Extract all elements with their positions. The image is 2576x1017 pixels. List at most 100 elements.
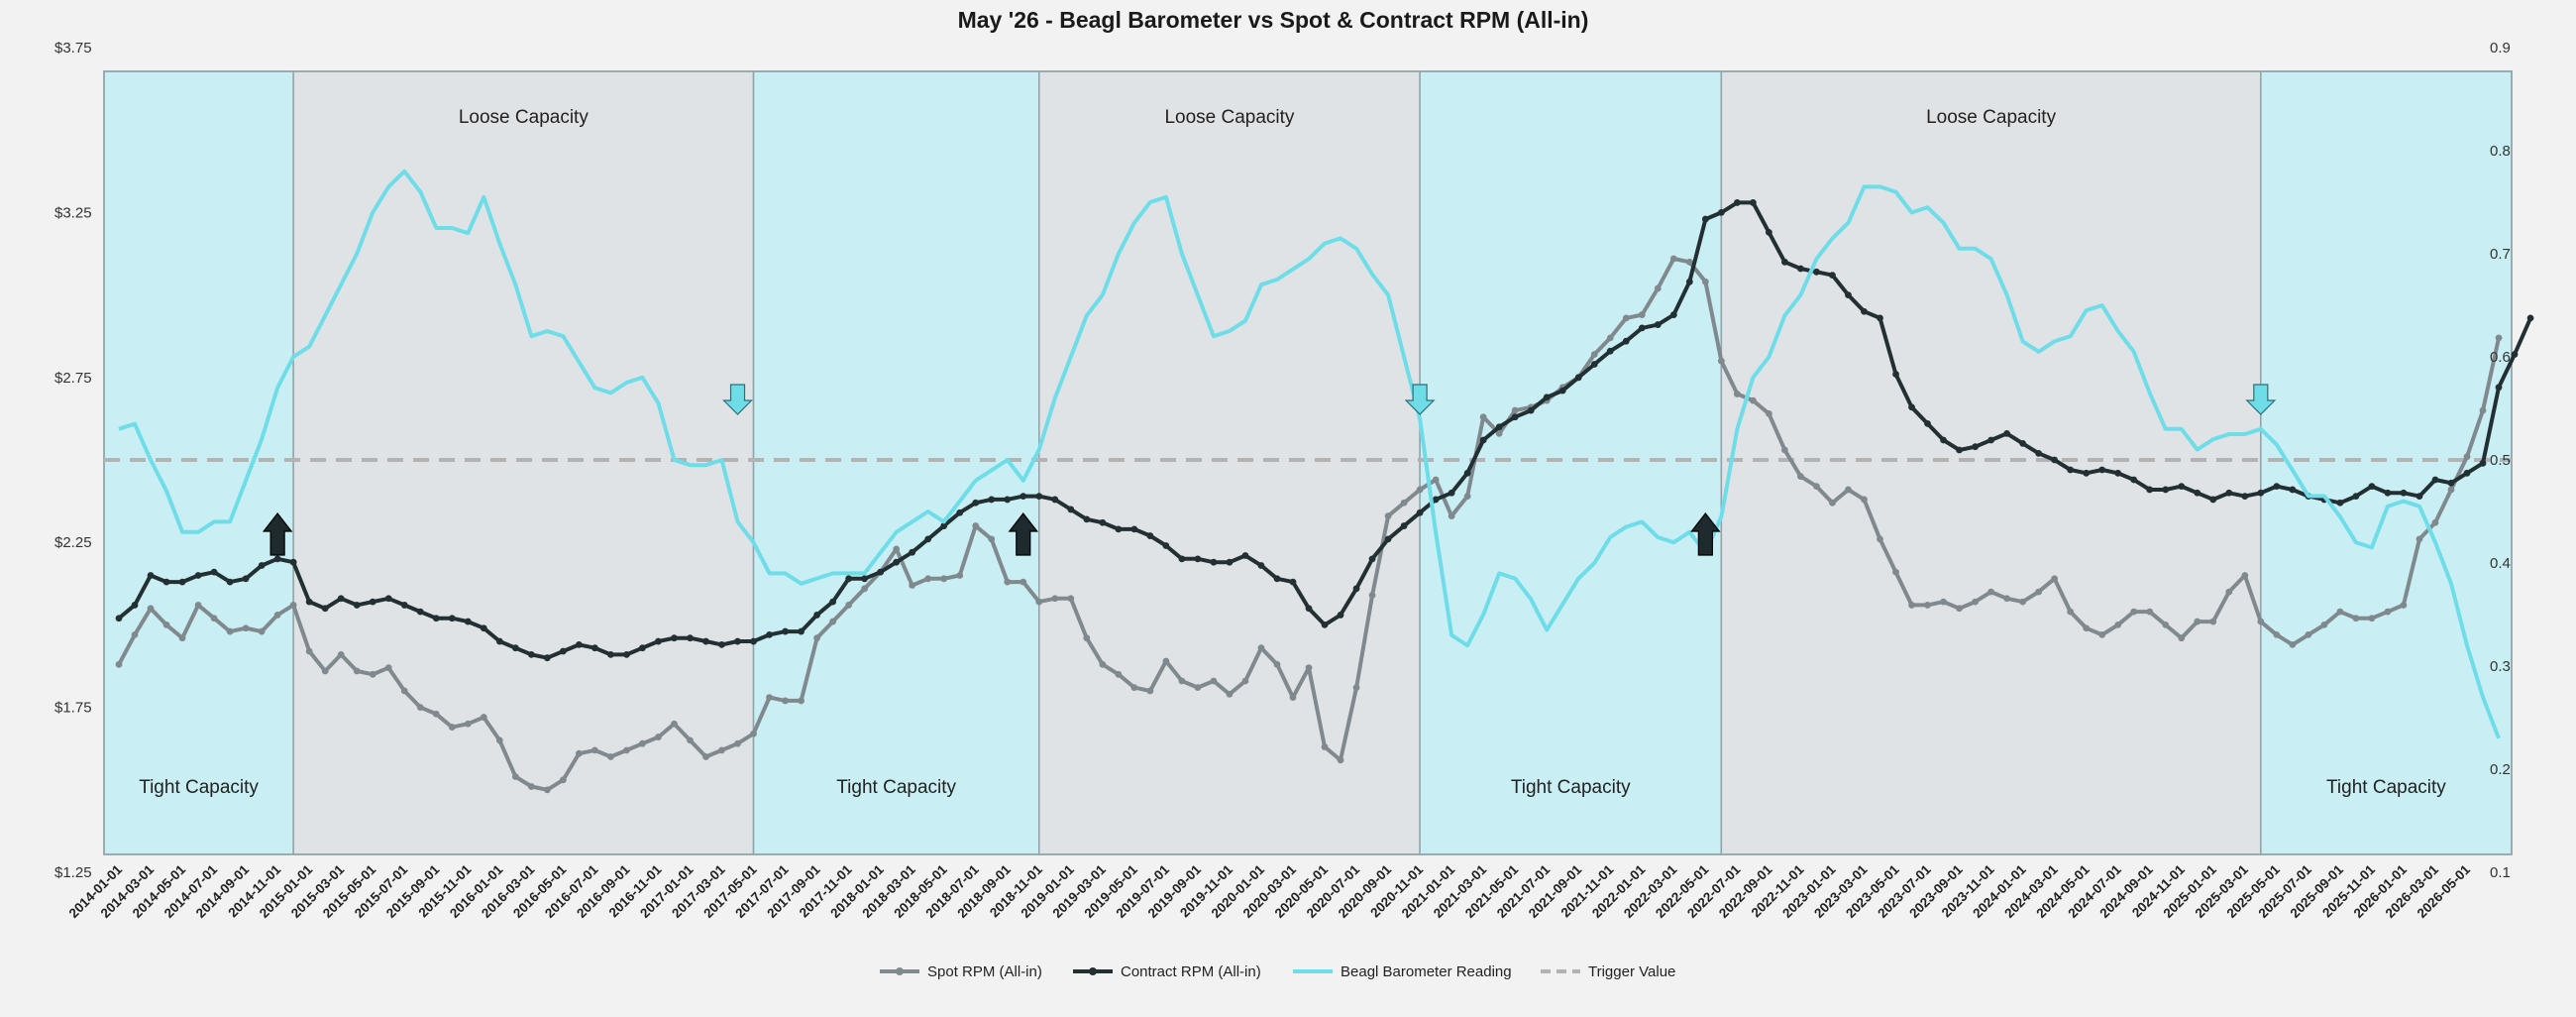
contract-rpm-all-in-point [845,575,853,583]
contract-rpm-all-in-point [448,615,456,622]
spot-rpm-all-in-point [1797,473,1804,481]
spot-rpm-all-in-point [1321,743,1329,750]
contract-rpm-all-in-point [940,522,948,529]
contract-rpm-all-in-point [1162,542,1170,549]
contract-rpm-all-in-point [2400,489,2408,497]
contract-rpm-all-in-point [2003,429,2011,437]
spot-rpm-all-in-point [2035,588,2043,596]
signal-arrow-up-3 [1008,512,1038,556]
spot-rpm-all-in-point [1987,588,1994,596]
contract-rpm-all-in-point [2162,486,2170,494]
spot-rpm-all-in-point [1257,644,1265,652]
contract-rpm-all-in-point [559,647,567,655]
spot-rpm-all-in-point [1463,493,1471,501]
contract-rpm-all-in-point [1987,436,1994,444]
contract-rpm-all-in-point [1337,612,1344,619]
spot-rpm-all-in-point [2447,486,2455,494]
contract-rpm-all-in-point [2035,449,2043,457]
contract-rpm-all-in-point [813,612,820,619]
contract-rpm-all-in-point [750,637,757,645]
region-6-loose [1720,70,2262,855]
spot-rpm-all-in-point [511,773,519,780]
spot-rpm-all-in-point [305,647,313,655]
contract-rpm-all-in-point [321,605,329,613]
spot-rpm-all-in-point [2479,406,2487,414]
spot-rpm-all-in-point [750,730,757,737]
spot-rpm-all-in-point [2320,622,2328,628]
contract-rpm-all-in-point [2384,489,2392,497]
spot-rpm-all-in-point [2083,624,2091,632]
y-left-tick-label: $2.25 [54,534,92,551]
spot-rpm-all-in-point [1083,634,1091,642]
contract-rpm-all-in-point [1669,311,1677,318]
spot-rpm-all-in-point [1638,311,1646,318]
contract-rpm-all-in-point [1289,578,1297,586]
spot-rpm-all-in-point [1733,391,1741,397]
contract-rpm-all-in-point [1146,532,1154,539]
contract-rpm-all-in-point [1257,562,1265,569]
signal-arrow-down-4 [1404,384,1436,415]
spot-rpm-all-in-point [1829,499,1836,507]
spot-rpm-all-in-point [416,704,424,711]
contract-rpm-all-in-point [1574,374,1582,382]
contract-rpm-all-in-point [1004,496,1012,504]
spot-rpm-all-in-point [940,575,948,583]
contract-rpm-all-in-point [2273,483,2281,491]
contract-rpm-all-in-point [1590,361,1598,368]
spot-rpm-all-in-point [2146,608,2154,616]
spot-rpm-all-in-point [273,612,281,619]
contract-rpm-all-in-point [956,508,964,516]
spot-rpm-all-in-point [1781,446,1788,454]
region-2-label: Loose Capacity [459,107,589,128]
contract-rpm-all-in-point [1226,558,1234,566]
contract-rpm-all-in-point [2336,499,2344,507]
contract-rpm-all-in-point [1781,258,1788,266]
signal-arrow-up-1 [262,512,293,556]
spot-rpm-all-in-point [861,585,869,593]
spot-rpm-all-in-point [2463,453,2471,461]
contract-rpm-all-in-point [1558,387,1566,395]
contract-rpm-all-in-point [1861,307,1868,315]
contract-rpm-all-in-point [1622,337,1630,345]
spot-rpm-all-in-point [2098,630,2106,638]
spot-rpm-all-in-point [1004,578,1012,586]
contract-rpm-all-in-point [384,595,392,603]
contract-rpm-all-in-point [687,634,694,642]
spot-rpm-all-in-point [559,776,567,784]
region-1-label: Tight Capacity [139,777,259,798]
contract-rpm-all-in-point [924,535,932,543]
spot-rpm-all-in-point [655,734,662,740]
contract-rpm-all-in-point [829,598,837,606]
spot-rpm-all-in-point [1067,595,1075,603]
signal-arrow-down-6 [2245,384,2277,415]
spot-rpm-all-in-point [1685,258,1693,266]
contract-rpm-all-in-point [2178,483,2186,491]
contract-rpm-all-in-point [1368,555,1376,563]
spot-rpm-all-in-point [1035,598,1043,606]
contract-rpm-all-in-point [1495,423,1503,431]
spot-rpm-all-in-point [178,634,186,642]
chart-title: May '26 - Beagl Barometer vs Spot & Cont… [958,7,1589,33]
y-right-tick-label: 0.8 [2490,143,2511,160]
series-layer [104,169,2534,794]
spot-rpm-all-in-point [210,615,218,622]
spot-rpm-all-in-point [1368,592,1376,599]
spot-rpm-all-in-point [671,720,678,728]
contract-rpm-all-in-point [2194,489,2201,497]
contract-rpm-all-in-point [1035,493,1043,501]
region-3-tight [752,70,1040,855]
contract-rpm-all-in-point [1940,436,1947,444]
spot-rpm-all-in-point [1924,602,1931,609]
spot-rpm-all-in-point [2400,602,2408,609]
contract-rpm-all-in-point [2019,439,2027,447]
contract-rpm-all-in-point [2415,493,2423,501]
spot-rpm-all-in-point [718,746,725,754]
contract-rpm-all-in-point [1479,436,1487,444]
spot-rpm-all-in-point [972,522,980,529]
contract-rpm-all-in-point [305,598,313,606]
signal-arrow-up-5 [1690,512,1721,556]
contract-rpm-all-in-point [511,644,519,652]
spot-rpm-all-in-point [2305,630,2312,638]
spot-rpm-all-in-point [798,697,805,705]
contract-rpm-all-in-point [289,558,297,566]
